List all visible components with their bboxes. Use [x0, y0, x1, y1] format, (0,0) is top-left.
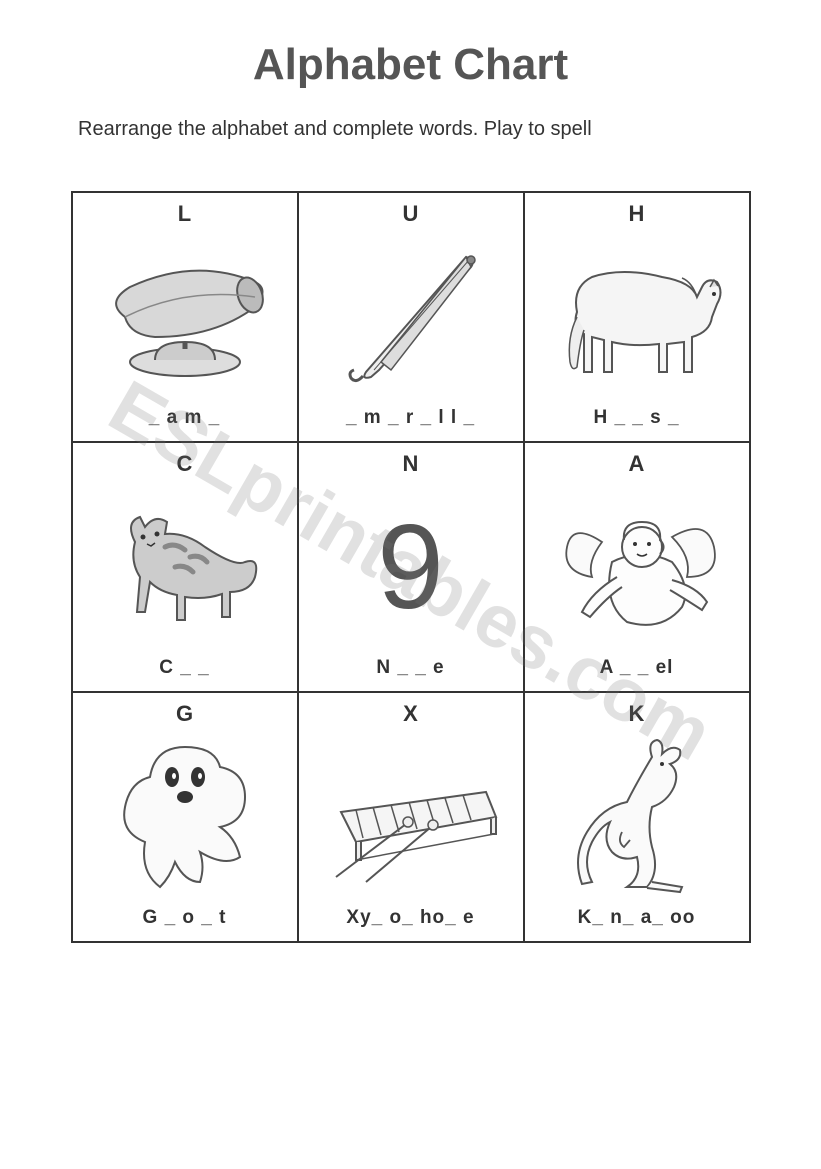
cell-letter: N [403, 451, 419, 477]
cell-letter: H [629, 201, 645, 227]
page-title: Alphabet Chart [60, 40, 761, 90]
cell-word: K_ n_ a_ oo [578, 907, 696, 929]
page-subtitle: Rearrange the alphabet and complete word… [60, 118, 761, 141]
cell-horse: H H _ _ s _ [524, 192, 750, 442]
cell-word: H _ _ s _ [593, 407, 679, 429]
cat-icon [77, 477, 293, 657]
cell-letter: C [177, 451, 193, 477]
cell-letter: A [629, 451, 645, 477]
cell-word: G _ o _ t [143, 907, 227, 929]
worksheet-page: Alphabet Chart Rearrange the alphabet an… [0, 0, 821, 983]
cell-kangaroo: K K_ n_ a_ oo [524, 692, 750, 942]
cell-xylophone: X Xy_ o_ [298, 692, 524, 942]
kangaroo-icon [529, 727, 745, 907]
cell-letter: U [403, 201, 419, 227]
cell-letter: L [178, 201, 191, 227]
cell-umbrella: U _ m _ r _ l l _ [298, 192, 524, 442]
umbrella-icon [303, 227, 519, 407]
cell-angel: A A _ _ el [524, 442, 750, 692]
cell-nine: N 9 N _ _ e [298, 442, 524, 692]
cell-word: _ m _ r _ l l _ [346, 407, 475, 429]
ghost-icon [77, 727, 293, 907]
cell-lamp: L _ a m _ [72, 192, 298, 442]
digit-nine: 9 [377, 498, 444, 636]
cell-ghost: G G _ o _ t [72, 692, 298, 942]
cell-cat: C C _ _ [72, 442, 298, 692]
cell-word: C _ _ [159, 657, 209, 679]
alphabet-grid: L _ a m _ U [71, 191, 751, 943]
cell-letter: K [629, 701, 645, 727]
horse-icon [529, 227, 745, 407]
cell-letter: G [176, 701, 193, 727]
cell-word: Xy_ o_ ho_ e [346, 907, 474, 929]
xylophone-icon [303, 727, 519, 907]
cell-letter: X [403, 701, 418, 727]
lamp-icon [77, 227, 293, 407]
cell-word: _ a m _ [149, 407, 220, 429]
cell-word: N _ _ e [376, 657, 444, 679]
cell-word: A _ _ el [600, 657, 674, 679]
nine-icon: 9 [303, 477, 519, 657]
angel-icon [529, 477, 745, 657]
